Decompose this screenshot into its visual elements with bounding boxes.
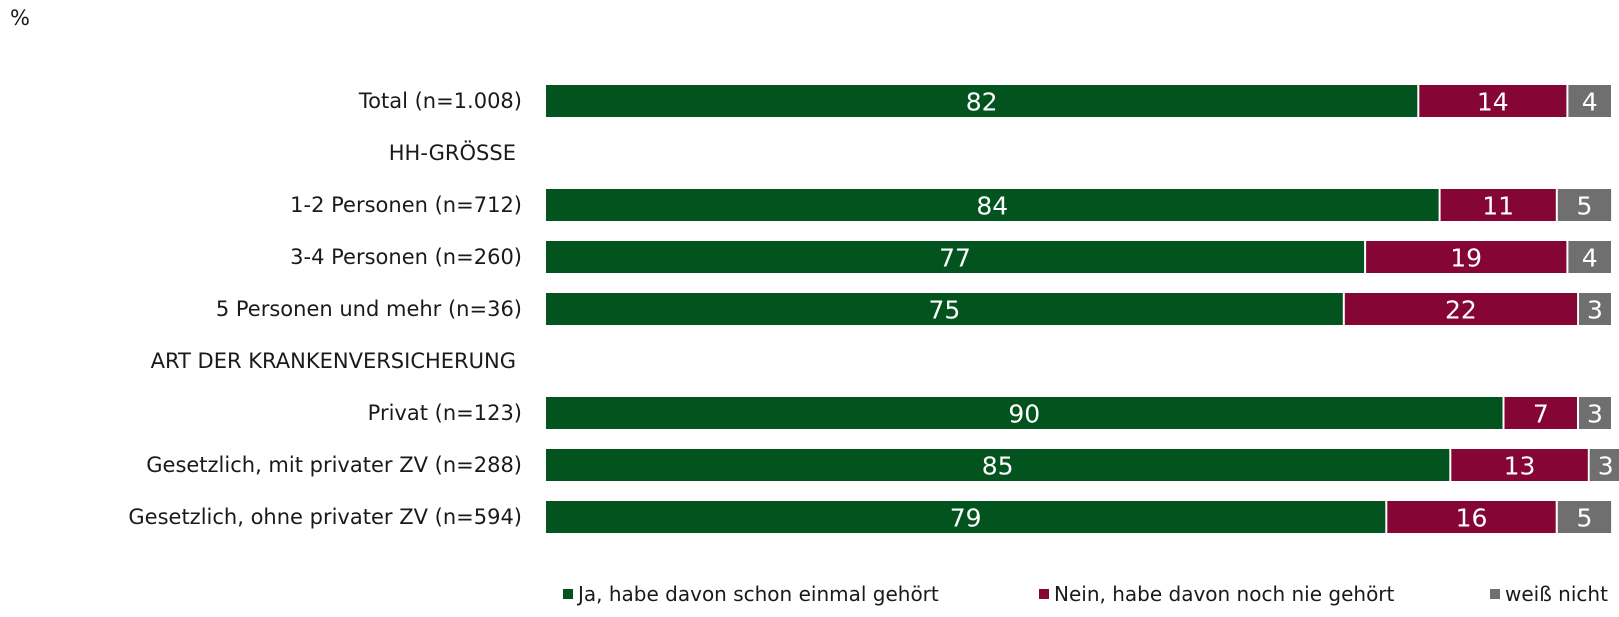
bar-segment-weiss: [1568, 241, 1611, 273]
data-label-nein: 7: [1533, 400, 1549, 429]
bar-segment-ja: [546, 501, 1386, 533]
category-label: 1-2 Personen (n=712): [290, 193, 522, 217]
stacked-bar-chart: Total (n=1.008) HH-GRÖSSE 1-2 Personen (n=…: [128, 85, 1619, 533]
data-label-nein: 16: [1456, 504, 1488, 533]
legend-label-weiss: weiß nicht: [1505, 582, 1608, 606]
bar-segment-nein: [1366, 241, 1567, 273]
data-label-weiss: 4: [1582, 88, 1598, 117]
unit-label: %: [10, 6, 30, 30]
bars: 82 14 4 84 11 5 77 19 4 75 22 3 90 7 3 85 13 3 79 16 5: [546, 85, 1619, 533]
data-label-weiss: 5: [1576, 192, 1592, 221]
data-label-ja: 90: [1008, 400, 1040, 429]
group-heading: ART DER KRANKENVERSICHERUNG: [151, 349, 516, 373]
data-label-nein: 11: [1482, 192, 1514, 221]
legend-item-ja: Ja, habe davon schon einmal gehört: [563, 582, 939, 606]
bar-segment-ja: [546, 397, 1503, 429]
legend-label-nein: Nein, habe davon noch nie gehört: [1054, 582, 1395, 606]
category-label: Gesetzlich, mit privater ZV (n=288): [146, 453, 522, 477]
bar-segment-nein: [1451, 449, 1588, 481]
category-label: Total (n=1.008): [358, 89, 522, 113]
bar-segment-nein: [1419, 85, 1567, 117]
bar-segment-nein: [1344, 293, 1578, 325]
category-label: Privat (n=123): [368, 401, 522, 425]
group-heading: HH-GRÖSSE: [389, 140, 516, 165]
bar-segment-ja: [546, 241, 1365, 273]
bar-segment-weiss: [1557, 189, 1612, 221]
data-label-nein: 13: [1504, 452, 1536, 481]
category-label: 5 Personen und mehr (n=36): [216, 297, 522, 321]
bar-segment-weiss: [1579, 293, 1611, 325]
bar-segment-nein: [1504, 397, 1577, 429]
legend-swatch-weiss: [1490, 589, 1500, 599]
data-label-ja: 79: [950, 504, 982, 533]
data-label-weiss: 4: [1582, 244, 1598, 273]
data-label-ja: 75: [928, 296, 960, 325]
data-label-weiss: 3: [1598, 452, 1614, 481]
bar-segment-weiss: [1557, 501, 1612, 533]
bar-segment-ja: [546, 85, 1418, 117]
data-label-nein: 22: [1445, 296, 1477, 325]
category-labels: Total (n=1.008) HH-GRÖSSE 1-2 Personen (n=…: [128, 89, 522, 529]
bar-segment-nein: [1387, 501, 1556, 533]
legend-item-nein: Nein, habe davon noch nie gehört: [1039, 582, 1394, 606]
data-label-ja: 85: [982, 452, 1014, 481]
legend-swatch-nein: [1039, 589, 1049, 599]
bar-segment-ja: [546, 189, 1439, 221]
data-label-weiss: 3: [1587, 296, 1603, 325]
legend-swatch-ja: [563, 589, 573, 599]
data-label-ja: 77: [939, 244, 971, 273]
legend-item-weiss: weiß nicht: [1490, 582, 1608, 606]
bar-segment-ja: [546, 293, 1343, 325]
data-label-ja: 84: [976, 192, 1008, 221]
bar-segment-weiss: [1568, 85, 1611, 117]
bar-segment-weiss: [1589, 449, 1619, 481]
data-label-nein: 19: [1450, 244, 1482, 273]
category-label: Gesetzlich, ohne privater ZV (n=594): [128, 505, 522, 529]
data-label-ja: 82: [966, 88, 998, 117]
bar-segment-nein: [1440, 189, 1556, 221]
data-label-weiss: 5: [1576, 504, 1592, 533]
data-label-weiss: 3: [1587, 400, 1603, 429]
data-label-nein: 14: [1477, 88, 1509, 117]
bar-segment-weiss: [1579, 397, 1611, 429]
bar-segment-ja: [546, 449, 1450, 481]
category-label: 3-4 Personen (n=260): [290, 245, 522, 269]
legend-label-ja: Ja, habe davon schon einmal gehört: [578, 582, 939, 606]
